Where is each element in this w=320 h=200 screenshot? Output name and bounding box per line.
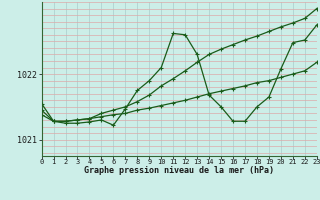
X-axis label: Graphe pression niveau de la mer (hPa): Graphe pression niveau de la mer (hPa)	[84, 166, 274, 175]
